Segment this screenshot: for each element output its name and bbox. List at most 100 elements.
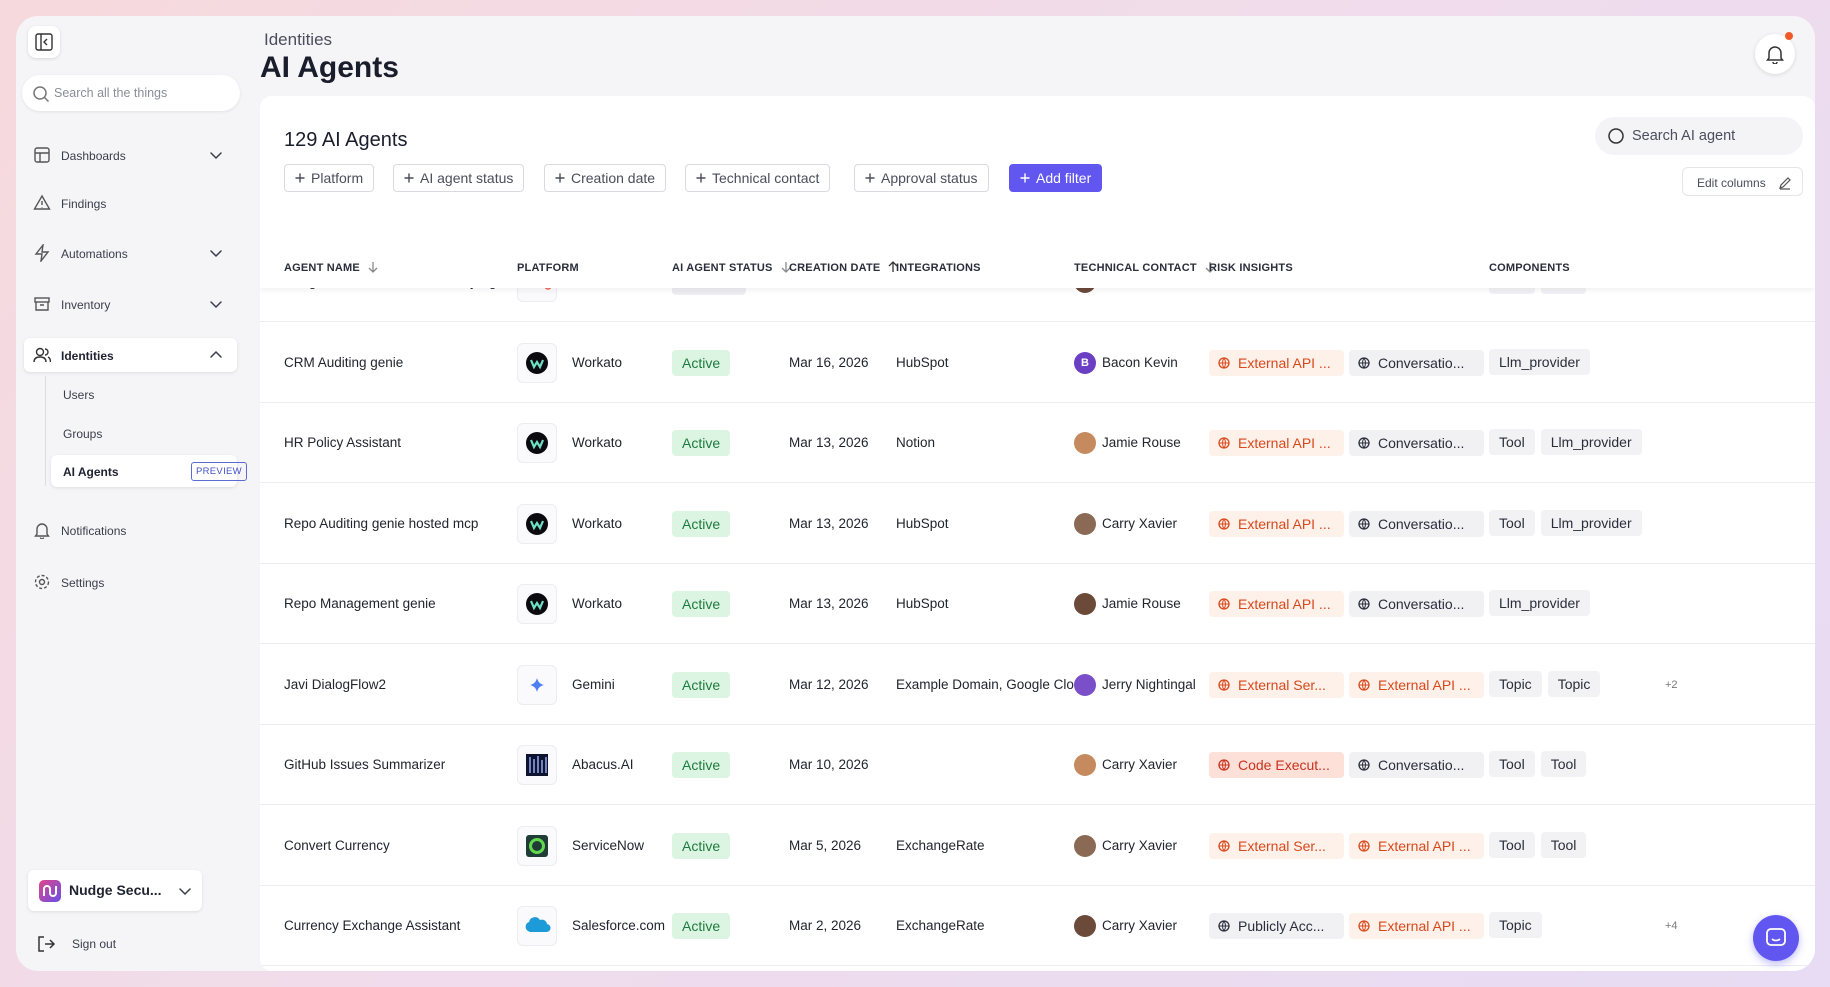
risk-insight-chip[interactable]: Publicly Acc...: [1209, 913, 1344, 939]
risk-insight-chip[interactable]: External API ...: [1349, 671, 1484, 698]
nav-icon: [34, 147, 50, 163]
risk-insight-chip[interactable]: External API ...: [1209, 510, 1344, 537]
risk-insight-chip[interactable]: External API ...: [1349, 913, 1484, 939]
table-row[interactable]: HR Policy Assistant Workato Active Mar 13, …: [260, 403, 1815, 484]
risk-icon: [1218, 920, 1230, 932]
component-chip[interactable]: Llm_provider: [1489, 590, 1590, 616]
agent-name: Repo Auditing genie hosted mcp: [284, 515, 479, 531]
column-header[interactable]: AI AGENT STATUS: [672, 262, 773, 274]
nav-item[interactable]: Inventory: [24, 287, 237, 321]
sort-icon: [781, 262, 791, 273]
risk-insight-chip[interactable]: Conversatio...: [1349, 752, 1484, 778]
add-filter-label: Add filter: [1036, 170, 1092, 186]
column-header[interactable]: TECHNICAL CONTACT: [1074, 262, 1197, 274]
table-row[interactable]: Javi DialogFlow2 Gemini Active Mar 12, 2026…: [260, 644, 1815, 725]
component-chip[interactable]: Tool: [1540, 831, 1587, 858]
contact-avatar: [1074, 915, 1096, 937]
nav-subitem[interactable]: AI Agents PREVIEW: [51, 455, 247, 487]
sign-out[interactable]: Sign out: [36, 932, 156, 956]
filter-label: AI agent status: [420, 170, 514, 186]
notifications-button[interactable]: [1755, 32, 1795, 74]
nav-subitem[interactable]: Users: [51, 378, 237, 410]
nav-item[interactable]: Settings: [24, 565, 237, 599]
platform-name: Workato: [572, 596, 623, 611]
notification-dot: [1785, 32, 1793, 40]
component-chip[interactable]: Tool: [1540, 751, 1587, 777]
agent-search[interactable]: Search AI agent: [1595, 117, 1803, 155]
integrations: HubSpot: [896, 596, 949, 611]
risk-insight-chip[interactable]: External API ...: [1209, 591, 1344, 617]
risk-insight-chip[interactable]: External API ...: [1209, 430, 1344, 456]
org-switcher[interactable]: Nudge Secu...: [28, 870, 202, 911]
column-header: INTEGRATIONS: [896, 262, 981, 274]
risk-insight-label: External API ...: [1238, 354, 1331, 371]
risk-insight-chip[interactable]: Conversatio...: [1349, 430, 1484, 456]
nav-sublabel: Users: [63, 388, 95, 402]
component-chip[interactable]: Topic: [1489, 670, 1542, 697]
filter-button[interactable]: Creation date: [544, 164, 667, 192]
table-row[interactable]: Repo Management genie Workato Active Mar 13…: [260, 564, 1815, 645]
nav-item[interactable]: Identities: [24, 338, 237, 372]
column-header[interactable]: CREATION DATE: [789, 262, 881, 274]
component-chip[interactable]: Tool: [1489, 287, 1535, 294]
filter-button[interactable]: Technical contact: [685, 164, 831, 192]
risk-insight-chip[interactable]: External API ...: [1209, 349, 1344, 376]
platform-logo: [526, 351, 548, 374]
risk-insight-chip[interactable]: Code Execut...: [1209, 752, 1344, 778]
risk-icon: [1218, 356, 1230, 369]
nav-item[interactable]: Dashboards: [24, 138, 237, 172]
risk-insight-chip[interactable]: Conversatio...: [1349, 349, 1484, 376]
risk-insight-chip[interactable]: External Ser...: [1209, 832, 1344, 859]
component-chip[interactable]: Tool: [1489, 429, 1535, 455]
risk-insight-label: Conversatio...: [1378, 515, 1465, 532]
nav-item[interactable]: Findings: [24, 186, 237, 220]
sidebar-search[interactable]: Search all the things: [22, 75, 240, 111]
chevron: [210, 350, 222, 358]
collapse-button[interactable]: [28, 26, 60, 58]
component-chip[interactable]: Tool: [1540, 287, 1587, 294]
component-chip[interactable]: Llm_provider: [1540, 429, 1642, 455]
filter-button[interactable]: Approval status: [854, 164, 989, 192]
risk-insight-chip[interactable]: External Ser...: [1209, 671, 1344, 698]
nav-item[interactable]: Notifications: [24, 513, 237, 547]
component-chip[interactable]: Llm_provider: [1489, 348, 1590, 375]
table-row[interactable]: CRM Auditing genie Workato Active Mar 16, 2…: [260, 322, 1815, 403]
chat-launcher[interactable]: [1753, 915, 1799, 961]
nav-subitem[interactable]: Groups: [51, 417, 237, 449]
nav-label: Automations: [61, 247, 128, 261]
risk-icon: [1218, 598, 1230, 610]
component-chip[interactable]: Llm_provider: [1540, 509, 1642, 536]
status-badge: Active: [672, 752, 731, 778]
table-row[interactable]: AI Agent workflow - AI Summary Agent n8n D…: [260, 287, 1815, 323]
component-chip[interactable]: Topic: [1547, 670, 1601, 697]
technical-contact: Jamie Rouse: [1102, 287, 1181, 289]
component-chip[interactable]: Tool: [1489, 509, 1535, 536]
risk-insight-chip[interactable]: Conversatio...: [1349, 510, 1484, 537]
contact-avatar: [1074, 834, 1096, 857]
creation-date: Mar 16, 2026: [789, 354, 869, 370]
risk-icon: [1358, 759, 1370, 771]
component-chip[interactable]: Topic: [1489, 912, 1542, 938]
filter-button[interactable]: AI agent status: [393, 164, 525, 192]
risk-insight-chip[interactable]: External API ...: [1349, 832, 1484, 859]
risk-insight-label: External API ...: [1378, 918, 1471, 934]
technical-contact: Jamie Rouse: [1102, 435, 1181, 450]
table-row[interactable]: Repo Auditing genie hosted mcp Workato Act…: [260, 483, 1815, 564]
risk-insight-label: External Ser...: [1238, 676, 1326, 693]
table-row[interactable]: Convert Currency ServiceNow Active Mar 5, 2…: [260, 805, 1815, 886]
table-row[interactable]: GitHub Issues Summarizer Abacus.AI Active M…: [260, 725, 1815, 806]
column-header[interactable]: AGENT NAME: [284, 262, 360, 274]
add-filter-button[interactable]: Add filter: [1009, 164, 1103, 192]
filter-button[interactable]: Platform: [284, 164, 375, 192]
column-header: RISK INSIGHTS: [1209, 262, 1293, 274]
risk-icon: [1358, 517, 1370, 530]
filter-label: Platform: [311, 170, 364, 186]
component-chip[interactable]: Tool: [1489, 751, 1535, 777]
edit-columns[interactable]: Edit columns: [1682, 167, 1803, 196]
nav-item[interactable]: Automations: [24, 236, 237, 270]
app-frame: Search all the things Dashboards Findings A…: [16, 16, 1815, 971]
risk-icon: [1218, 759, 1230, 771]
table-row[interactable]: Currency Exchange Assistant Salesforce.co…: [260, 886, 1815, 967]
risk-insight-chip[interactable]: Conversatio...: [1349, 591, 1484, 617]
component-chip[interactable]: Tool: [1489, 831, 1535, 858]
